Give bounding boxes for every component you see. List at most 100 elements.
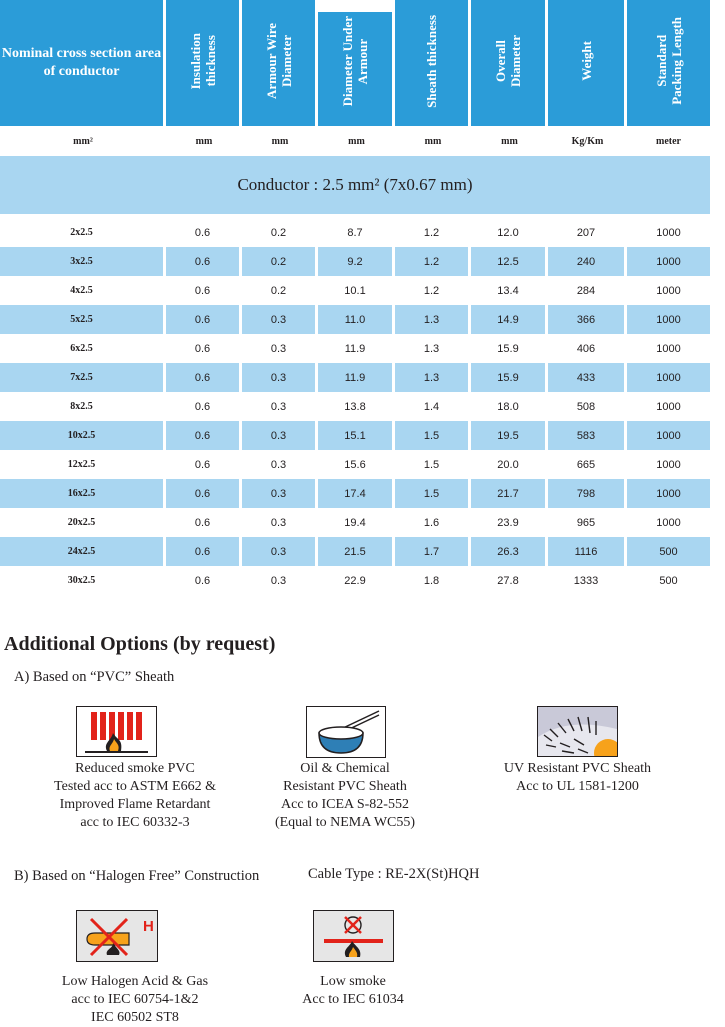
header-armour-wire-diameter: Armour Wire Diameter — [242, 0, 318, 126]
option-uv-resistant: UV Resistant PVC Sheath Acc to UL 1581-1… — [503, 761, 652, 794]
value-cell: 1000 — [656, 342, 681, 355]
table-body: 2x2.5 0.6 0.2 8.7 1.2 12.0 207 1000 3x2.5 0.6 0.2 9… — [0, 218, 710, 595]
value-cell: 508 — [548, 392, 627, 421]
value-cell: 0.6 — [166, 479, 242, 508]
table-row: 6x2.5 0.6 0.3 11.9 1.3 15.9 406 1000 — [0, 334, 710, 363]
value-cell: 1000 — [656, 284, 681, 297]
value-cell: 1.8 — [395, 566, 471, 595]
value-cell: 22.9 — [318, 566, 395, 595]
table-row: 5x2.5 0.6 0.3 11.0 1.3 14.9 366 1000 — [0, 305, 710, 334]
table-row: 30x2.5 0.6 0.3 22.9 1.8 27.8 1333 500 — [0, 566, 710, 595]
value-cell: 1.3 — [395, 305, 471, 334]
unit-cell: mm — [195, 135, 213, 147]
value-cell: 0.6 — [166, 537, 242, 566]
value-cell: 8.7 — [318, 218, 395, 247]
value-cell: 0.6 — [166, 508, 242, 537]
option-oil-chemical-resistant: Oil & Chemical Resistant PVC Sheath Acc … — [274, 761, 416, 830]
value-cell: 0.3 — [242, 421, 318, 450]
size-cell: 30x2.5 — [0, 566, 166, 595]
value-cell: 1000 — [656, 226, 681, 239]
option-reduced-smoke-pvc: Reduced smoke PVC Tested acc to ASTM E66… — [54, 761, 216, 830]
value-cell: 1.2 — [395, 276, 471, 305]
value-cell: 665 — [548, 450, 627, 479]
value-cell: 284 — [548, 276, 627, 305]
value-cell: 11.9 — [318, 363, 395, 392]
table-row: 20x2.5 0.6 0.3 19.4 1.6 23.9 965 1000 — [0, 508, 710, 537]
value-cell: 1.4 — [395, 392, 471, 421]
reduced-smoke-fire-icon — [76, 706, 157, 757]
size-cell: 24x2.5 — [0, 537, 166, 566]
value-cell: 0.3 — [242, 392, 318, 421]
size-cell: 8x2.5 — [0, 392, 166, 421]
value-cell: 0.6 — [166, 334, 242, 363]
value-cell: 21.7 — [471, 479, 548, 508]
size-cell: 12x2.5 — [0, 450, 166, 479]
value-cell: 23.9 — [471, 508, 548, 537]
header-packing-length: Standard Packing Length — [627, 0, 710, 126]
unit-cell: mm — [501, 135, 518, 147]
option-low-smoke: Low smoke Acc to IEC 61034 — [302, 974, 404, 1007]
value-cell: 12.0 — [471, 218, 548, 247]
value-cell: 1000 — [627, 421, 710, 450]
value-cell: 10.1 — [318, 276, 395, 305]
value-cell: 583 — [548, 421, 627, 450]
value-cell: 12.5 — [471, 247, 548, 276]
value-cell: 0.3 — [242, 305, 318, 334]
table-row: 4x2.5 0.6 0.2 10.1 1.2 13.4 284 1000 — [0, 276, 710, 305]
halogen-letter: H — [143, 918, 154, 935]
value-cell: 0.3 — [242, 508, 318, 537]
unit-cell: mm — [348, 135, 365, 147]
value-cell: 9.2 — [318, 247, 395, 276]
header-insulation-thickness: Insulation thickness — [166, 0, 242, 126]
value-cell: 366 — [548, 305, 627, 334]
value-cell: 15.9 — [471, 363, 548, 392]
value-cell: 965 — [548, 508, 627, 537]
unit-cell: meter — [656, 135, 681, 147]
table-row: 2x2.5 0.6 0.2 8.7 1.2 12.0 207 1000 — [0, 218, 710, 247]
halogen-options-label: B) Based on “Halogen Free” Construction — [14, 868, 260, 884]
value-cell: 13.4 — [471, 276, 548, 305]
cable-spec-table: Nominal cross section area of conductor … — [0, 0, 710, 595]
value-cell: 0.6 — [166, 363, 242, 392]
value-cell: 1000 — [627, 247, 710, 276]
size-cell: 20x2.5 — [0, 508, 166, 537]
value-cell: 0.6 — [166, 392, 242, 421]
unit-cell: mm — [271, 135, 289, 147]
conductor-label: Conductor : 2.5 mm² (7x0.67 mm) — [0, 156, 710, 214]
value-cell: 1000 — [627, 363, 710, 392]
options-heading: Additional Options (by request) — [4, 633, 276, 655]
value-cell: 0.2 — [242, 218, 318, 247]
value-cell: 0.3 — [242, 479, 318, 508]
low-smoke-icon — [313, 910, 394, 962]
value-cell: 240 — [548, 247, 627, 276]
low-halogen-icon: H — [76, 910, 158, 962]
value-cell: 1.5 — [395, 450, 471, 479]
pvc-options-label: A) Based on “PVC” Sheath — [14, 669, 175, 685]
table-row: 12x2.5 0.6 0.3 15.6 1.5 20.0 665 1000 — [0, 450, 710, 479]
value-cell: 0.2 — [242, 276, 318, 305]
header-overall-diameter: Overall Diameter — [471, 0, 548, 126]
table-row: 8x2.5 0.6 0.3 13.8 1.4 18.0 508 1000 — [0, 392, 710, 421]
header-cross-section: Nominal cross section area of conductor — [0, 0, 166, 126]
size-cell: 3x2.5 — [0, 247, 166, 276]
value-cell: 1116 — [548, 537, 627, 566]
value-cell: 500 — [627, 537, 710, 566]
value-cell: 19.5 — [471, 421, 548, 450]
value-cell: 11.9 — [318, 334, 395, 363]
value-cell: 0.6 — [166, 247, 242, 276]
size-cell: 2x2.5 — [0, 218, 166, 247]
table-row: 3x2.5 0.6 0.2 9.2 1.2 12.5 240 1000 — [0, 247, 710, 276]
value-cell: 14.9 — [471, 305, 548, 334]
size-cell: 5x2.5 — [0, 305, 166, 334]
table-row: 16x2.5 0.6 0.3 17.4 1.5 21.7 798 1000 — [0, 479, 710, 508]
table-row: 24x2.5 0.6 0.3 21.5 1.7 26.3 1116 500 — [0, 537, 710, 566]
value-cell: 1333 — [548, 566, 627, 595]
value-cell: 0.6 — [166, 450, 242, 479]
value-cell: 17.4 — [318, 479, 395, 508]
value-cell: 1.3 — [395, 334, 471, 363]
value-cell: 0.6 — [166, 305, 242, 334]
size-cell: 6x2.5 — [0, 334, 166, 363]
value-cell: 13.8 — [318, 392, 395, 421]
value-cell: 27.8 — [471, 566, 548, 595]
table-row: 10x2.5 0.6 0.3 15.1 1.5 19.5 583 1000 — [0, 421, 710, 450]
